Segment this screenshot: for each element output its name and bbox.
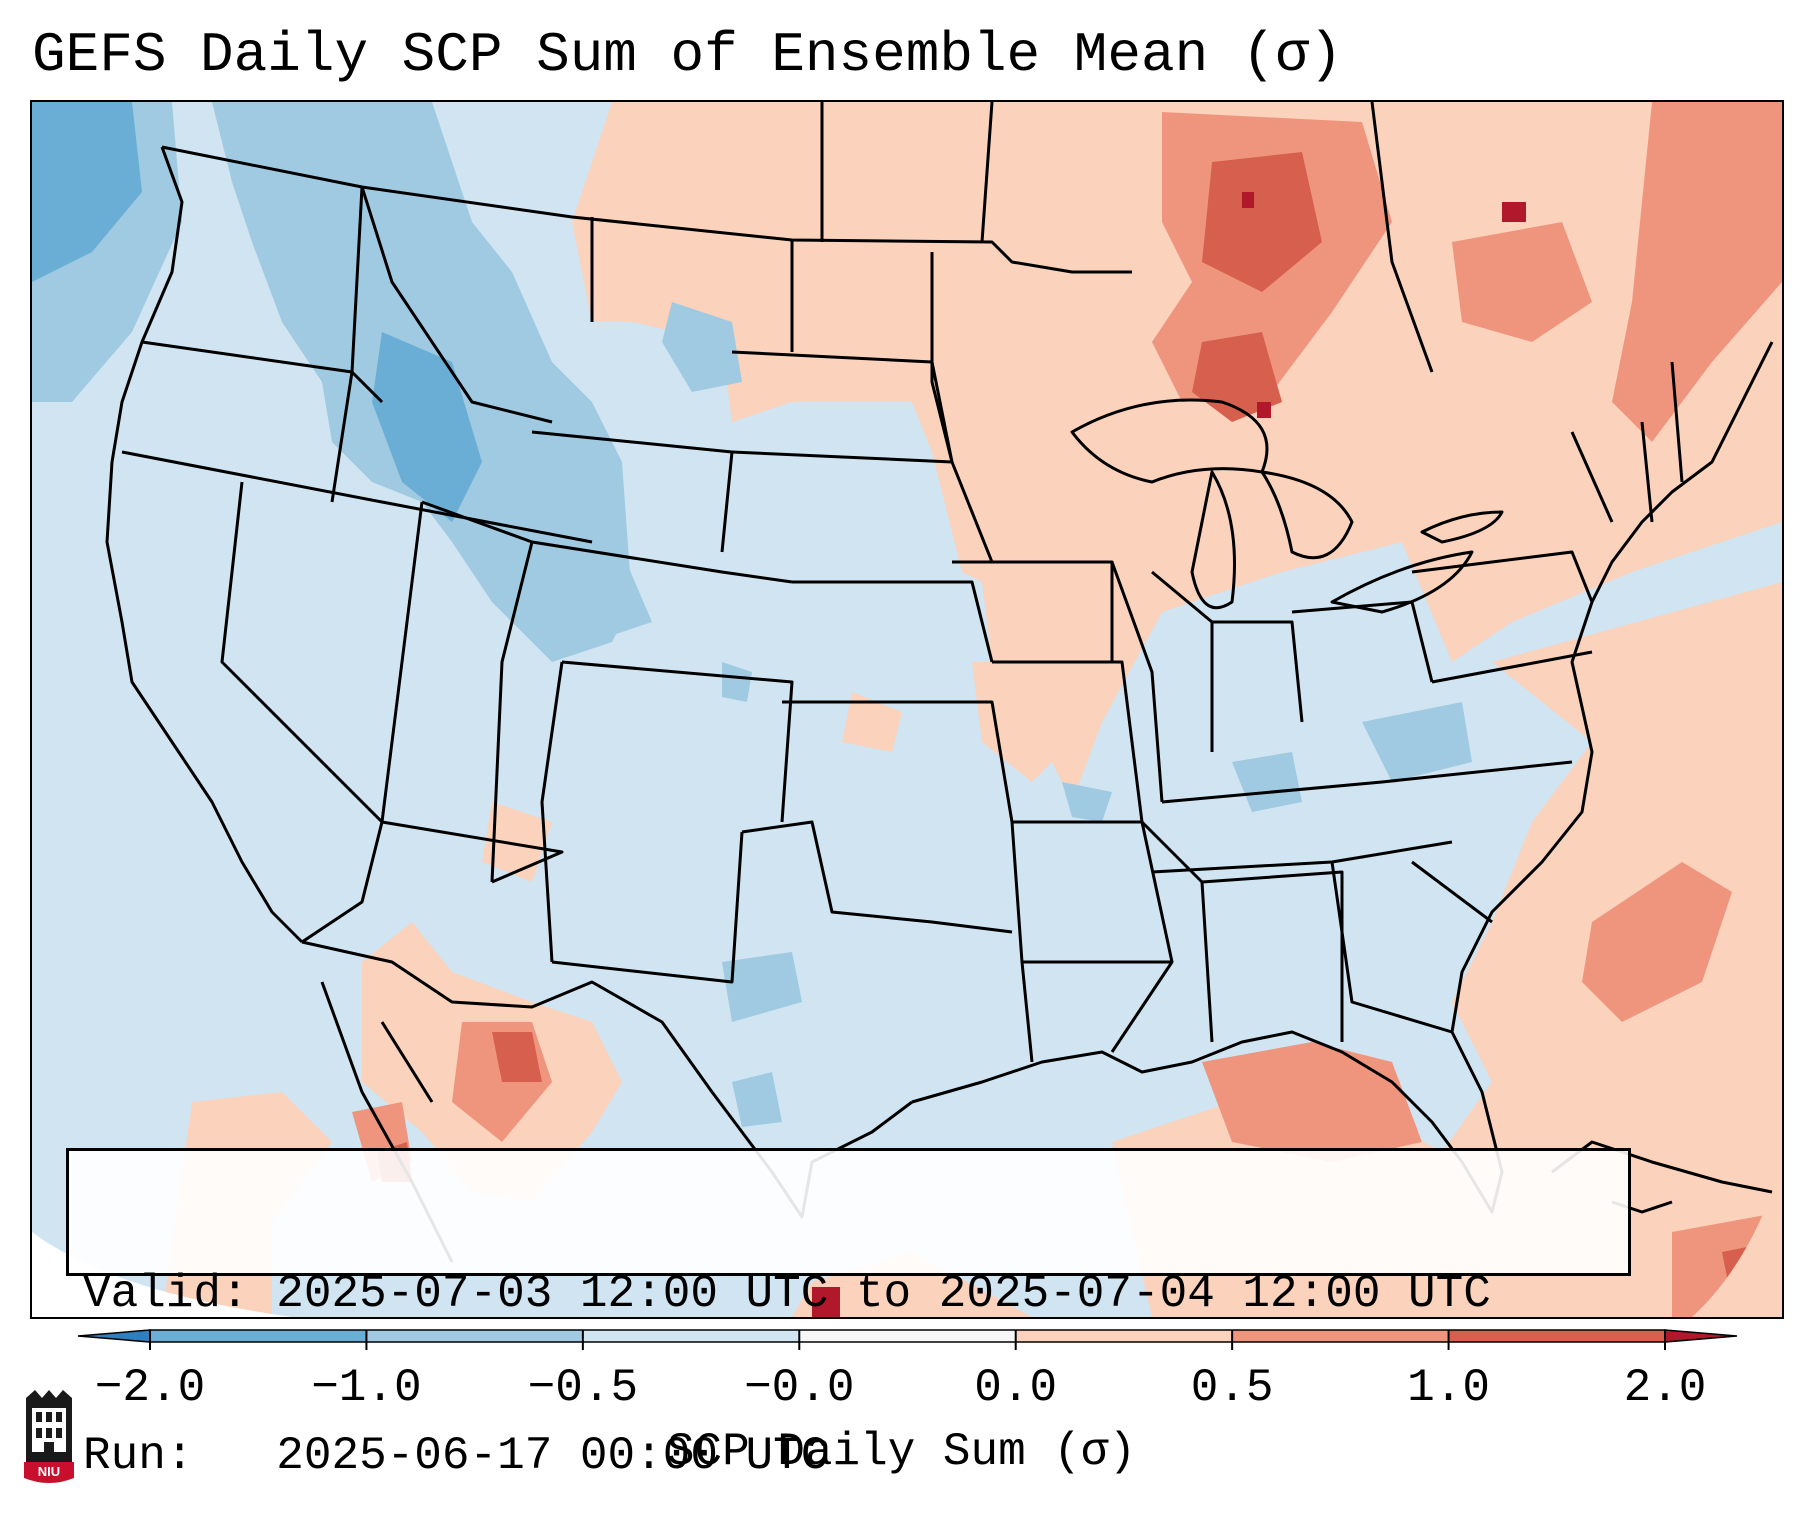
colorbar-segment [582, 1330, 800, 1342]
colorbar-tick-label: −0.0 [744, 1362, 855, 1414]
logo-text: NIU [38, 1464, 60, 1479]
niu-logo-icon: NIU [24, 1390, 74, 1483]
run-label: Run: [83, 1430, 194, 1482]
info-box: Valid: 2025-07-03 12:00 UTC to 2025-07-0… [66, 1148, 1631, 1482]
colorbar-tick-label: 0.0 [974, 1362, 1058, 1414]
projection-edge-right [1692, 1162, 1782, 1317]
colorbar-extend-high [1664, 1329, 1738, 1343]
valid-label: Valid: [83, 1268, 249, 1320]
projection-edge [32, 1232, 292, 1317]
valid-row: Valid: 2025-07-03 12:00 UTC to 2025-07-0… [83, 1267, 1628, 1321]
colorbar-tick-label: −2.0 [94, 1362, 206, 1414]
colorbar-segment [150, 1330, 367, 1342]
colorbar-segment [1015, 1330, 1233, 1342]
map-panel [30, 100, 1784, 1319]
colorbar-segment [366, 1330, 583, 1342]
scp-map [32, 102, 1782, 1317]
run-row: Run: 2025-06-17 00:00 UTC [83, 1429, 1628, 1483]
colorbar-ticks [149, 1330, 1666, 1350]
colorbar-extend-low [77, 1329, 151, 1343]
colorbar [77, 1329, 1738, 1350]
positive-max-layer [812, 192, 1765, 1317]
colorbar-segment [1448, 1330, 1665, 1342]
colorbar-label: SCP Daily Sum (σ) [666, 1426, 1137, 1478]
colorbar-tick-label: 1.0 [1407, 1362, 1490, 1414]
positive-strong-layer [377, 152, 1782, 1302]
negative-strong-layer [32, 102, 482, 522]
colorbar-segment [799, 1330, 1016, 1342]
colorbar-segment [1232, 1330, 1449, 1342]
run-value: 2025-06-17 00:00 UTC [276, 1430, 829, 1482]
chart-title: GEFS Daily SCP Sum of Ensemble Mean (σ) [32, 23, 1343, 87]
colorbar-segments [77, 1329, 1738, 1343]
colorbar-tick-label: −1.0 [311, 1362, 422, 1414]
colorbar-tick-label: −0.5 [527, 1362, 639, 1414]
colorbar-tick-label: 2.0 [1623, 1362, 1707, 1414]
colorbar-tick-label: 0.5 [1190, 1362, 1274, 1414]
valid-value: 2025-07-03 12:00 UTC to 2025-07-04 12:00… [276, 1268, 1491, 1320]
